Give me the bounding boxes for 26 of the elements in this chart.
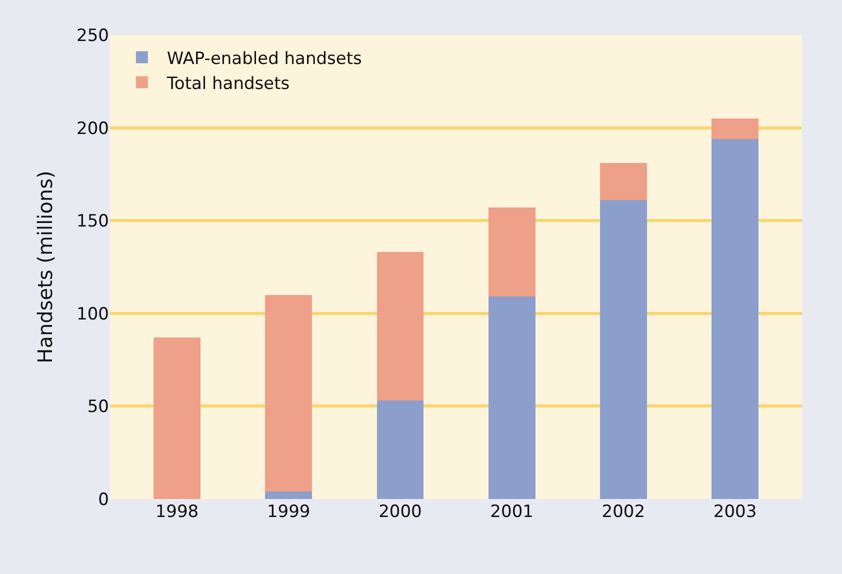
x-tick-label: 2001	[490, 502, 534, 522]
y-tick-label: 250	[76, 26, 109, 46]
bar	[712, 118, 758, 139]
x-tick-label: 1998	[155, 502, 199, 522]
y-tick-label: 50	[87, 397, 109, 418]
bar	[154, 338, 200, 499]
x-tick-label: 1999	[266, 502, 310, 522]
y-tick-label: 100	[76, 304, 109, 324]
y-axis-title: Handsets (millions)	[33, 170, 58, 364]
legend-label: WAP-enabled handsets	[166, 48, 362, 69]
bar	[265, 492, 312, 499]
y-tick-label: 150	[76, 212, 109, 232]
bar	[488, 296, 536, 499]
x-tick-label: 2003	[713, 502, 757, 522]
y-tick-label: 200	[76, 118, 109, 139]
bar	[376, 252, 424, 401]
bar	[600, 200, 647, 499]
x-tick-label: 2002	[602, 502, 646, 522]
bar	[265, 294, 312, 492]
y-tick-label: 0	[98, 490, 109, 510]
bar	[712, 138, 758, 499]
legend-label: Total handsets	[166, 74, 290, 94]
bar	[600, 163, 647, 200]
bar	[488, 208, 536, 297]
x-tick-label: 2000	[378, 502, 422, 522]
bar	[376, 400, 424, 499]
